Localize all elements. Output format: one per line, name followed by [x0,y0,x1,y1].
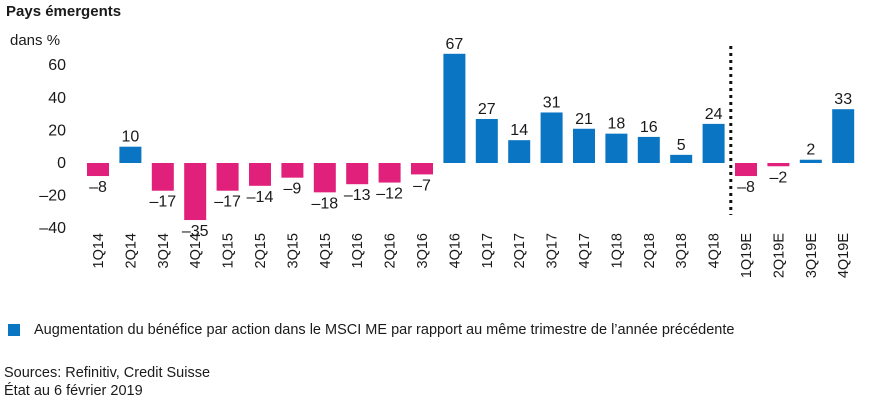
bar [702,123,725,163]
bar [216,163,239,191]
y-tick-label: –20 [39,188,66,205]
y-tick-label: 40 [48,90,66,107]
bar [832,109,855,163]
bar [313,163,336,193]
data-label: –13 [344,187,371,204]
data-label: 18 [608,116,626,133]
data-label: –18 [311,195,338,212]
category-label: 1Q17 [480,233,496,268]
bar [573,128,595,163]
bar [670,154,693,163]
category-label: 3Q19E [804,233,820,278]
bar [508,140,531,163]
legend-label: Augmentation du bénéfice par action dans… [34,322,735,338]
data-label: 14 [510,122,528,139]
bar [637,136,660,163]
data-label: 24 [705,106,723,123]
bar [475,118,498,163]
category-label: 4Q17 [577,233,593,268]
bar [281,163,304,178]
category-label: 3Q16 [415,233,431,268]
category-label: 2Q17 [512,233,528,268]
data-label: 16 [640,119,658,136]
bar [411,163,433,175]
data-label: 67 [446,36,464,53]
category-label: 1Q18 [609,233,625,268]
category-label: 2Q15 [253,233,269,268]
y-tick-label: 60 [48,57,66,74]
legend-swatch [8,324,20,336]
bar [184,163,207,221]
category-label: 2Q16 [383,233,399,268]
bar [249,163,271,186]
data-label: –14 [247,189,274,206]
y-axis-unit-label: dans % [10,32,61,49]
category-label: 1Q19E [739,233,755,278]
bar [119,146,142,163]
bar [799,159,822,163]
category-label: 1Q16 [350,233,366,268]
data-label: 27 [478,101,496,118]
category-label: 2Q14 [123,233,139,268]
category-label: 2Q19E [771,233,787,278]
category-label: 2Q18 [642,233,658,268]
bar [540,112,563,163]
bar [87,163,109,177]
bar [605,133,628,163]
y-tick-label: 0 [57,155,66,172]
legend: Augmentation du bénéfice par action dans… [8,322,734,338]
data-label: –9 [284,181,302,198]
bar [378,163,401,183]
category-label: 1Q14 [91,233,107,268]
data-label: –35 [182,223,209,240]
data-label: –8 [737,179,755,196]
category-label: 4Q15 [318,233,334,268]
data-label: –17 [149,194,176,211]
y-tick-label: –40 [39,220,66,237]
bar [735,163,757,177]
data-label: –17 [214,194,241,211]
category-label: 1Q15 [221,233,237,268]
data-label: 21 [575,111,593,128]
category-label: 4Q14 [188,233,204,268]
category-label: 3Q14 [156,233,172,268]
chart-title: Pays émergents [6,3,122,20]
data-label: –7 [413,177,431,194]
y-tick-label: 20 [48,122,66,139]
category-label: 3Q17 [545,233,561,268]
data-label: –12 [376,186,403,203]
category-label: 4Q18 [707,233,723,268]
category-label: 3Q15 [285,233,301,268]
bar [346,163,369,185]
sources-text: Sources: Refinitiv, Credit Suisse [4,365,211,381]
date-text: État au 6 février 2019 [4,383,143,399]
data-label: –2 [770,169,788,186]
data-label: 5 [677,137,686,154]
data-label: –8 [89,179,107,196]
data-label: 2 [806,142,815,159]
bar [443,53,466,163]
bar [767,163,790,167]
source-note: Sources: Refinitiv, Credit Suisse État a… [4,364,210,400]
data-label: 33 [834,91,852,108]
category-label: 3Q18 [674,233,690,268]
category-label: 4Q16 [447,233,463,268]
category-label: 4Q19E [836,233,852,278]
bar [151,163,174,191]
data-label: 31 [543,94,561,111]
data-label: 10 [122,129,140,146]
